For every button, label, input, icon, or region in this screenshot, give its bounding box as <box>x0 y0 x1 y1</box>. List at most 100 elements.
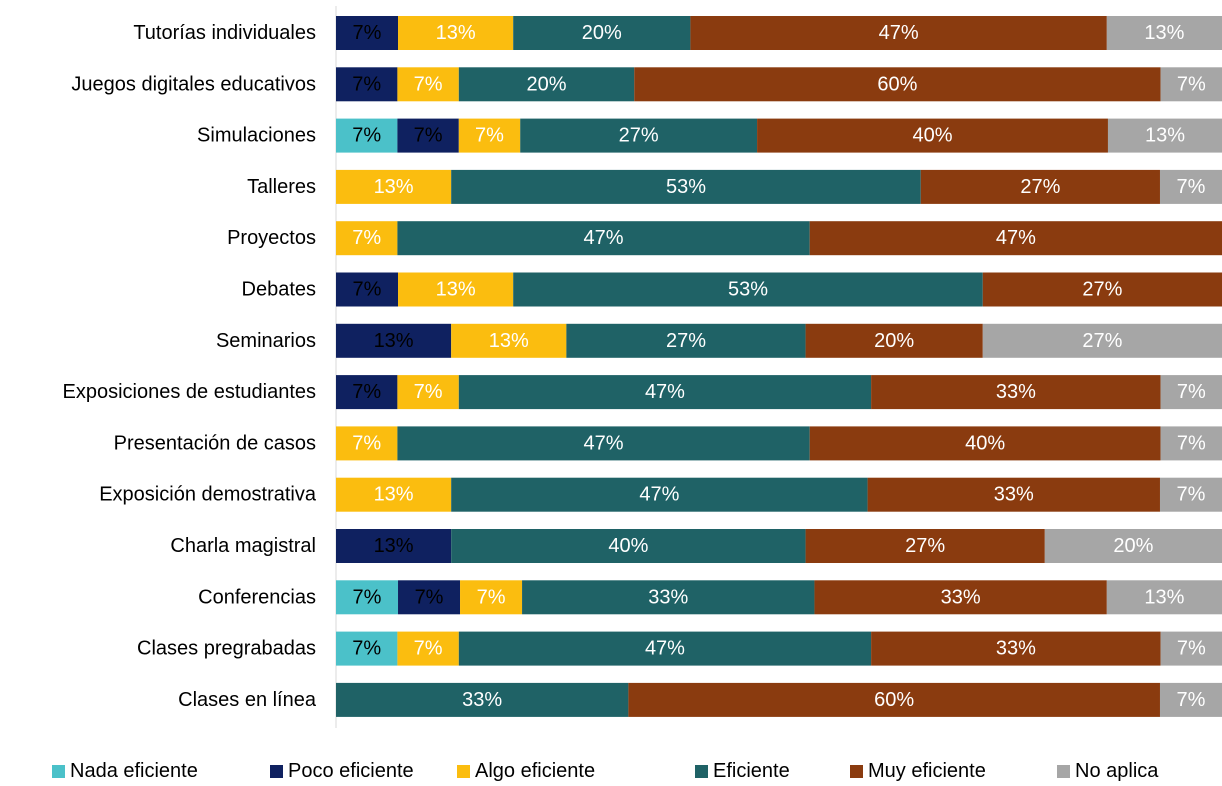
category-label: Exposiciones de estudiantes <box>63 381 317 403</box>
data-label: 27% <box>1082 279 1122 301</box>
data-label: 13% <box>1144 22 1184 44</box>
data-label: 7% <box>353 279 382 301</box>
legend-item: No aplica <box>1057 760 1158 783</box>
data-label: 7% <box>352 432 381 454</box>
data-label: 47% <box>584 432 624 454</box>
data-label: 47% <box>645 638 685 660</box>
data-label: 7% <box>414 125 443 147</box>
data-label: 13% <box>1145 125 1185 147</box>
data-label: 33% <box>996 381 1036 403</box>
data-label: 7% <box>352 73 381 95</box>
legend-label: No aplica <box>1075 760 1158 783</box>
category-label: Clases en línea <box>178 689 317 711</box>
data-label: 13% <box>1144 586 1184 608</box>
data-label: 47% <box>996 227 1036 249</box>
legend-item: Algo eficiente <box>457 760 595 783</box>
data-label: 7% <box>1177 638 1206 660</box>
data-label: 13% <box>489 330 529 352</box>
bar-row: Clases en línea 33% 60% 7% <box>178 683 1222 717</box>
data-label: 33% <box>462 689 502 711</box>
data-label: 7% <box>475 125 504 147</box>
data-label: 27% <box>905 535 945 557</box>
data-label: 33% <box>941 586 981 608</box>
data-label: 47% <box>639 484 679 506</box>
category-label: Presentación de casos <box>114 432 316 454</box>
data-label: 33% <box>994 484 1034 506</box>
stacked-bar-chart: Tutorías individuales 7% 13% 20% 47% 13% Juego… <box>0 0 1222 760</box>
data-label: 7% <box>415 586 444 608</box>
legend-item: Poco eficiente <box>270 760 414 783</box>
data-label: 7% <box>414 638 443 660</box>
category-label: Proyectos <box>227 227 316 249</box>
category-label: Exposición demostrativa <box>99 484 317 506</box>
data-label: 7% <box>477 586 506 608</box>
data-label: 13% <box>374 330 414 352</box>
legend-swatch <box>695 765 708 778</box>
category-label: Clases pregrabadas <box>137 638 316 660</box>
data-label: 7% <box>414 381 443 403</box>
data-label: 47% <box>645 381 685 403</box>
legend-label: Muy eficiente <box>868 760 986 783</box>
category-label: Simulaciones <box>197 125 316 147</box>
data-label: 7% <box>414 73 443 95</box>
chart-legend: Nada eficiente Poco eficiente Algo eficien… <box>0 760 1222 786</box>
legend-label: Nada eficiente <box>70 760 198 783</box>
data-label: 20% <box>1113 535 1153 557</box>
bar-row: Exposición demostrativa 13% 47% 33% 7% <box>99 478 1222 512</box>
data-label: 7% <box>352 125 381 147</box>
data-label: 7% <box>1177 689 1206 711</box>
legend-swatch <box>850 765 863 778</box>
category-label: Talleres <box>247 176 316 198</box>
data-label: 33% <box>996 638 1036 660</box>
bar-row: Debates 7% 13% 53% 27% <box>242 273 1222 307</box>
data-label: 7% <box>352 227 381 249</box>
data-label: 60% <box>874 689 914 711</box>
bar-row: Tutorías individuales 7% 13% 20% 47% 13% <box>133 16 1222 50</box>
category-label: Juegos digitales educativos <box>71 73 316 95</box>
legend-swatch <box>1057 765 1070 778</box>
data-label: 7% <box>1177 432 1206 454</box>
data-label: 7% <box>1177 381 1206 403</box>
data-label: 7% <box>1177 484 1206 506</box>
legend-item: Muy eficiente <box>850 760 986 783</box>
legend-item: Nada eficiente <box>52 760 198 783</box>
data-label: 40% <box>912 125 952 147</box>
data-label: 20% <box>527 73 567 95</box>
data-label: 7% <box>353 22 382 44</box>
data-label: 27% <box>1082 330 1122 352</box>
data-label: 27% <box>666 330 706 352</box>
data-label: 53% <box>728 279 768 301</box>
legend-item: Eficiente <box>695 760 790 783</box>
data-label: 13% <box>374 176 414 198</box>
data-label: 53% <box>666 176 706 198</box>
legend-swatch <box>270 765 283 778</box>
data-label: 20% <box>582 22 622 44</box>
data-label: 20% <box>874 330 914 352</box>
data-label: 60% <box>877 73 917 95</box>
legend-label: Eficiente <box>713 760 790 783</box>
data-label: 7% <box>1177 73 1206 95</box>
data-label: 47% <box>879 22 919 44</box>
category-label: Charla magistral <box>170 535 316 557</box>
data-label: 40% <box>608 535 648 557</box>
legend-label: Algo eficiente <box>475 760 595 783</box>
category-label: Debates <box>242 279 317 301</box>
bar-row: Juegos digitales educativos 7% 7% 20% 60% 7% <box>71 67 1222 101</box>
legend-label: Poco eficiente <box>288 760 414 783</box>
data-label: 13% <box>436 22 476 44</box>
data-label: 13% <box>374 484 414 506</box>
data-label: 27% <box>1020 176 1060 198</box>
category-label: Tutorías individuales <box>133 22 316 44</box>
data-label: 13% <box>436 279 476 301</box>
legend-swatch <box>457 765 470 778</box>
